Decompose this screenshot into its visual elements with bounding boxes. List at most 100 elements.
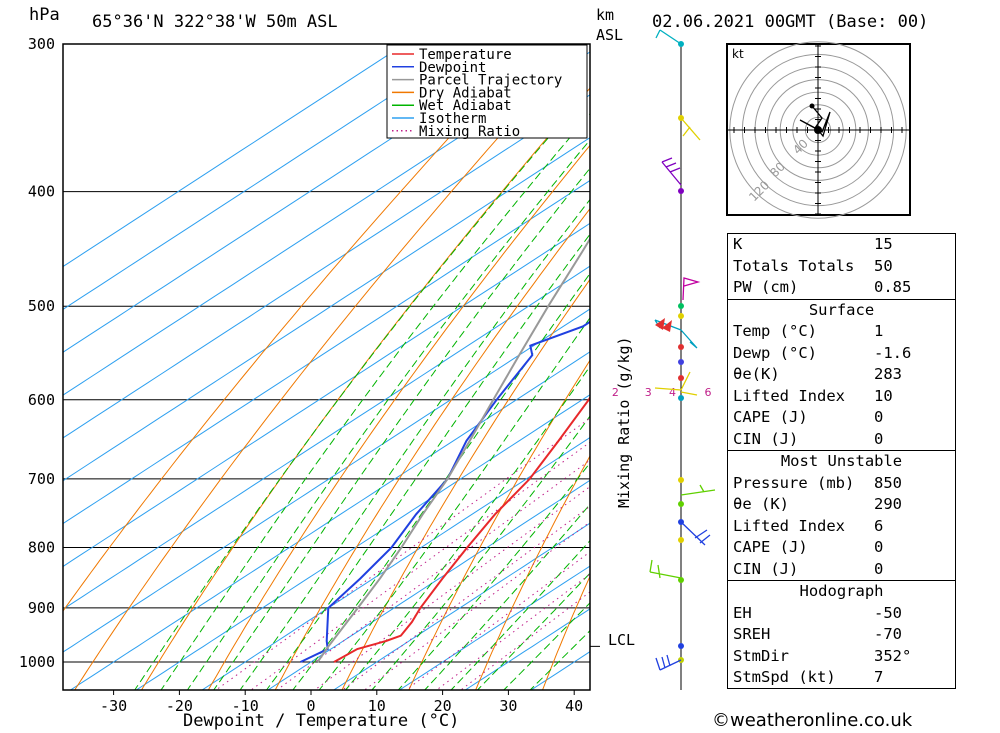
index-row: Lifted Index 6 (728, 516, 955, 538)
index-value: 50 (874, 256, 893, 275)
wind-barb-pennant (655, 318, 672, 332)
index-value: 7 (874, 668, 884, 686)
plot-frame (62, 43, 591, 691)
legend-entry: Dewpoint (419, 60, 486, 76)
wet-adiabat-line (160, 113, 590, 690)
index-label: StmSpd (kt) (733, 668, 836, 686)
index-value: 6 (874, 516, 884, 535)
isotherm-line (63, 222, 590, 568)
isotherm-line (63, 265, 590, 610)
isotherm-line (63, 179, 590, 525)
hodograph-unit-label: kt (732, 47, 744, 61)
wind-barb (655, 29, 682, 45)
wind-level-dot (678, 313, 684, 319)
index-label: Temp (°C) (733, 322, 817, 340)
mixing-ratio-line (363, 521, 590, 690)
index-row: CAPE (J) 0 (728, 537, 955, 559)
legend-entry: Isotherm (419, 111, 486, 127)
dry-adiabat-line (542, 575, 590, 690)
index-value: 0.85 (874, 278, 912, 296)
series-line-temperature (333, 395, 590, 663)
wet-adiabat-line (397, 462, 590, 690)
hodograph-point (809, 103, 815, 109)
index-value: 0 (874, 408, 884, 426)
isotherm-line (63, 44, 472, 311)
index-row: θe (K) 290 (728, 494, 955, 516)
index-row: PW (cm) 0.85 (728, 277, 955, 299)
wet-adiabat-line (239, 198, 590, 690)
index-label: CAPE (J) (733, 538, 808, 556)
index-label: θe(K) (733, 365, 780, 383)
dry-adiabat-line (475, 455, 590, 690)
station-location: 65°36'N 322°38'W 50m ASL (92, 12, 338, 32)
mixing-ratio-label: 6 (704, 386, 711, 399)
series-line-parcel-trajectory (316, 237, 590, 663)
isotherm-line (69, 351, 590, 690)
index-label: CAPE (J) (733, 408, 808, 426)
isotherm-line (267, 479, 590, 690)
mixing-ratio-label: 4 (669, 386, 676, 399)
index-label: Lifted Index (733, 386, 845, 405)
mixing-ratio-line (215, 417, 590, 690)
index-value: 0 (874, 429, 884, 448)
index-value: -70 (874, 625, 902, 643)
index-label: CIN (J) (733, 429, 799, 448)
index-value: 283 (874, 365, 902, 383)
index-row: Totals Totals 50 (728, 256, 955, 278)
legend-entry: Wet Adiabat (419, 98, 512, 114)
wet-adiabat-line (134, 88, 590, 690)
wind-barb (661, 157, 682, 186)
index-label: Pressure (mb) (733, 473, 855, 492)
index-value: 352° (874, 646, 912, 665)
pressure-tick-label: 500 (28, 297, 55, 315)
mixing-ratio-axis-label: Mixing Ratio (g/kg) (615, 336, 633, 508)
pressure-tick-label: 400 (28, 183, 55, 201)
isotherm-line (63, 44, 538, 353)
isotherm-line (63, 51, 590, 396)
wind-barb (682, 277, 701, 301)
isotherm-line (63, 137, 590, 482)
mixing-ratio-line (313, 485, 590, 690)
hodograph-trace (799, 105, 831, 138)
wet-adiabat-line (265, 233, 590, 690)
index-value: 15 (874, 235, 893, 253)
wind-level-dot (678, 643, 684, 649)
forecast-datetime: 02.06.2021 00GMT (Base: 00) (652, 12, 929, 32)
copyright-footer: ©weatheronline.co.uk (712, 710, 913, 731)
index-value: 10 (874, 386, 893, 405)
wind-barb (680, 117, 701, 141)
wind-level-dot (678, 188, 684, 194)
isotherm-line (332, 522, 590, 690)
dry-adiabat-line (74, 44, 583, 690)
x-tick-label: -30 (100, 697, 127, 715)
pressure-tick-label: 300 (28, 35, 55, 53)
wind-level-dot (678, 359, 684, 365)
x-tick-label: -20 (166, 697, 193, 715)
index-label: θe (K) (733, 495, 789, 513)
x-tick-label: 40 (565, 697, 583, 715)
height-unit-label: km (596, 6, 615, 24)
wet-adiabat-line (344, 365, 590, 690)
wind-level-dot (678, 577, 684, 583)
isotherm-line (464, 608, 590, 690)
index-row: CIN (J) 0 (728, 429, 955, 451)
dry-adiabat-line (341, 278, 590, 690)
isotherm-line (63, 94, 590, 439)
index-label: Lifted Index (733, 516, 845, 535)
hodograph-storm-motion (814, 126, 822, 134)
legend-entry: Parcel Trajectory (419, 73, 562, 89)
index-value: -50 (874, 603, 902, 622)
wet-adiabat-line (450, 539, 590, 690)
index-row: CAPE (J) 0 (728, 407, 955, 429)
pressure-tick-label: 800 (28, 538, 55, 556)
wind-barb (680, 521, 711, 546)
surface-title: Surface (808, 300, 875, 319)
mixing-ratio-label: 3 (645, 386, 652, 399)
index-label: SREH (733, 625, 771, 643)
isotherm-line (63, 308, 590, 653)
dry-adiabat-line (274, 207, 590, 690)
x-tick-label: -10 (232, 697, 259, 715)
mixing-ratio-line (276, 459, 590, 690)
